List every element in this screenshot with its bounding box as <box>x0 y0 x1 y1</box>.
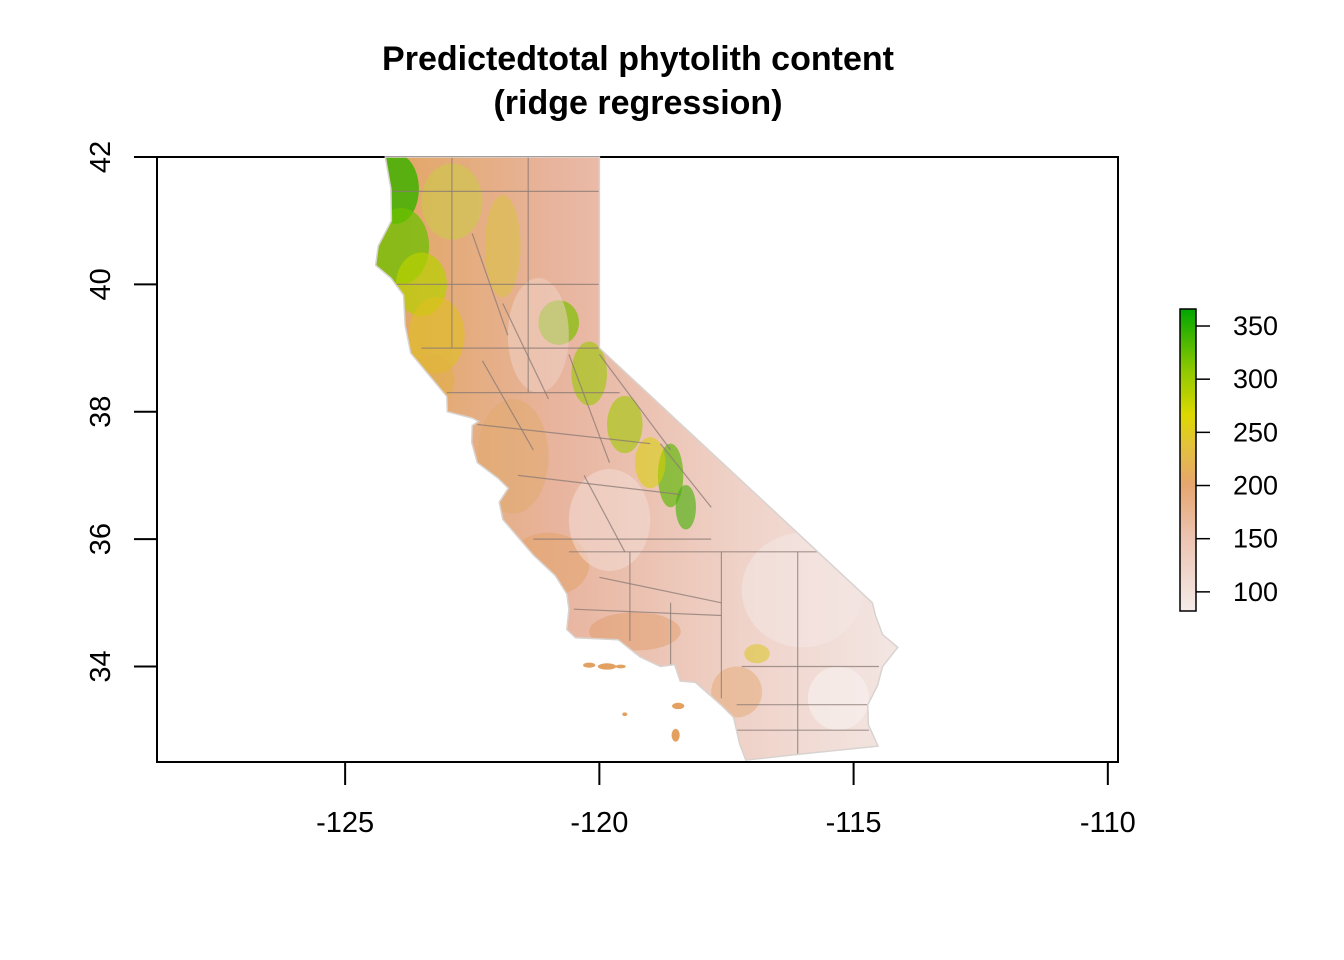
map-title-line1: Predictedtotal phytolith content <box>382 40 894 78</box>
island <box>672 702 685 710</box>
y-tick-label: 38 <box>85 396 117 428</box>
county-line <box>573 608 722 617</box>
county-line <box>517 474 681 496</box>
county-line <box>477 423 651 445</box>
map-layer <box>374 156 899 761</box>
y-axis: 34 36 38 40 42 <box>85 141 158 683</box>
county-line <box>568 354 611 463</box>
raster-patch <box>675 484 696 530</box>
x-axis: -125 -120 -115 -110 <box>316 761 1136 839</box>
island <box>671 728 680 742</box>
raster-patch <box>568 469 651 571</box>
raster-patch <box>741 532 864 648</box>
county-line <box>502 303 550 400</box>
x-tick-label: -125 <box>316 807 374 839</box>
legend-tick-label: 250 <box>1233 417 1278 447</box>
legend-tick-label: 300 <box>1233 364 1278 394</box>
map-title-line2: (ridge regression) <box>493 84 782 122</box>
island <box>597 663 617 670</box>
raster-patch <box>477 399 549 514</box>
raster-patch <box>571 341 607 406</box>
raster-patch <box>606 395 643 454</box>
county-line <box>583 475 626 553</box>
y-tick-label: 36 <box>85 523 117 555</box>
legend-tick-label: 100 <box>1233 577 1278 607</box>
channel-islands <box>583 662 685 742</box>
raster-patch <box>744 644 770 664</box>
y-tick-label: 34 <box>85 650 117 682</box>
color-legend: 100 150 200 250 300 350 <box>1179 308 1278 612</box>
raster-patch <box>484 195 521 298</box>
x-tick-label: -120 <box>570 807 628 839</box>
county-line <box>481 360 534 451</box>
county-line <box>598 354 672 451</box>
island <box>615 664 626 669</box>
island <box>583 662 596 668</box>
legend-tick-label: 150 <box>1233 524 1278 554</box>
legend-tick-label: 350 <box>1233 311 1278 341</box>
raster-patch <box>408 297 465 374</box>
raster-patch <box>507 278 569 393</box>
county-line <box>471 233 509 336</box>
county-line <box>599 576 722 604</box>
x-tick-label: -115 <box>826 807 882 839</box>
raster-patch <box>711 666 763 718</box>
state-outline <box>374 156 899 761</box>
county-boundaries <box>385 157 879 755</box>
raster-patch <box>807 666 869 731</box>
y-tick-label: 40 <box>85 268 117 300</box>
raster-patch <box>589 612 681 651</box>
y-tick-label: 42 <box>85 141 117 173</box>
x-tick-label: -110 <box>1080 807 1136 839</box>
county-line <box>659 443 712 508</box>
legend-tick-label: 200 <box>1233 471 1278 501</box>
raster-patch <box>634 437 666 489</box>
island <box>622 712 628 717</box>
legend-colorbar <box>1179 308 1197 612</box>
